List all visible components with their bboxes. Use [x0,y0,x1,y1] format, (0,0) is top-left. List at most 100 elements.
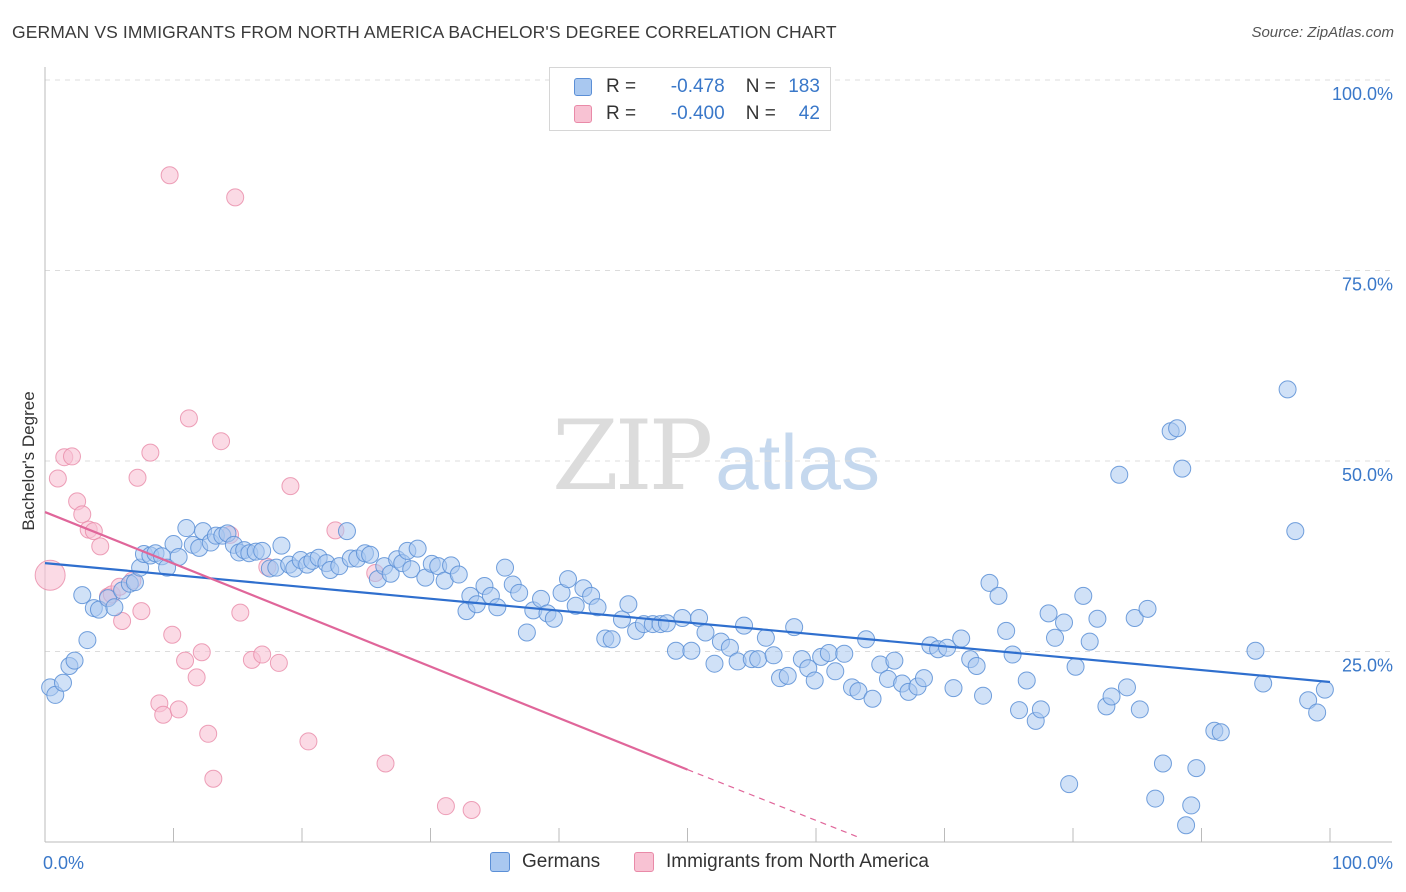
germans-point [612,610,631,629]
legend-swatch-germans [490,852,510,872]
germans-point [1060,775,1079,794]
germans-point [1177,816,1196,835]
germans-point [835,644,854,663]
germans-point [657,614,676,633]
germans-point [1031,700,1050,719]
immigrants-point [132,602,151,621]
immigrants-trend-extension [687,769,862,839]
legend-row-immigrants: R = -0.400 N = 42 [574,101,820,127]
germans-point [735,616,754,635]
trend-lines [44,511,1331,839]
germans-point [402,560,421,579]
y-tick-label: 75.0% [1342,275,1393,295]
x-tick-label: 100.0% [1332,853,1393,873]
legend-n-label: N = [745,76,776,97]
germans-point [805,671,824,690]
immigrants-point [231,603,250,622]
correlation-legend: R = -0.478 N = 183 R = -0.400 N = 42 [549,67,831,131]
germans-point [1187,759,1206,778]
germans-point [1315,680,1334,699]
legend-r-label: R = [606,103,637,124]
legend-n-label: N = [745,103,776,124]
germans-point [558,570,577,589]
germans-point [1246,641,1265,660]
immigrants-point [154,705,173,724]
legend-row-germans: R = -0.478 N = 183 [574,74,820,100]
germans-point [705,654,724,673]
germans-point [1138,599,1157,618]
germans-point [1017,671,1036,690]
legend-swatch-immigrants [574,105,592,123]
germans-point [673,608,692,627]
legend-item-immigrants[interactable]: Immigrants from North America [634,851,929,873]
germans-point [1010,701,1029,720]
germans-point [849,682,868,701]
immigrants-point [462,800,481,819]
immigrants-point [199,724,218,743]
germans-point [756,628,775,647]
germans-point [952,629,971,648]
germans-point [749,650,768,669]
grid-lines [45,79,1392,652]
immigrants-point [141,443,160,462]
germans-point [1299,691,1318,710]
germans-point [967,656,986,675]
immigrants-point [48,469,67,488]
y-tick-label: 25.0% [1342,656,1393,676]
germans-point [1102,687,1121,706]
axes [44,67,1392,843]
immigrants-points [34,166,481,819]
immigrants-point [73,505,92,524]
immigrants-point [128,468,147,487]
immigrants-point [281,477,300,496]
germans-point [980,573,999,592]
germans-point [253,541,272,560]
germans-point [1146,789,1165,808]
germans-point [819,644,838,663]
immigrants-point [176,651,195,670]
legend-r-value: -0.478 [670,76,725,97]
immigrants-point [34,559,66,591]
y-axis-label: Bachelor's Degree [19,391,38,530]
germans-point [602,630,621,649]
germans-point [1066,657,1085,676]
germans-point [1117,678,1136,697]
legend-item-germans[interactable]: Germans [490,851,600,873]
germans-point [177,519,196,538]
immigrants-point [62,447,81,466]
legend-r-value: -0.400 [670,103,725,124]
germans-point [1286,522,1305,541]
series-legend: Germans Immigrants from North America [0,851,1406,877]
immigrants-point [192,643,211,662]
germans-point [1182,796,1201,815]
germans-point [1039,604,1058,623]
germans-point [696,623,715,642]
y-tick-label: 50.0% [1342,465,1393,485]
germans-trend-line [44,562,1331,684]
germans-point [408,539,427,558]
germans-point [78,631,97,650]
germans-point [826,662,845,681]
germans-point [863,689,882,708]
germans-point [1211,723,1230,742]
germans-point [997,621,1016,640]
germans-point [1125,608,1144,627]
germans-point [105,598,124,617]
germans-point [1278,380,1297,399]
germans-point [720,638,739,657]
legend-swatch-germans [574,78,592,96]
legend-label-immigrants: Immigrants from North America [666,851,929,872]
germans-point [1080,632,1099,651]
immigrants-point [436,797,455,816]
legend-label-germans: Germans [522,851,601,872]
immigrants-point [253,645,272,664]
germans-point [1308,703,1327,722]
x-tick-label: 0.0% [43,853,84,873]
germans-point [544,609,563,628]
germans-point [974,686,993,705]
chart-title: GERMAN VS IMMIGRANTS FROM NORTH AMERICA … [12,22,837,42]
germans-point [1003,645,1022,664]
y-tick-label: 100.0% [1332,84,1393,104]
germans-point [1055,613,1074,632]
germans-point [1168,419,1187,438]
